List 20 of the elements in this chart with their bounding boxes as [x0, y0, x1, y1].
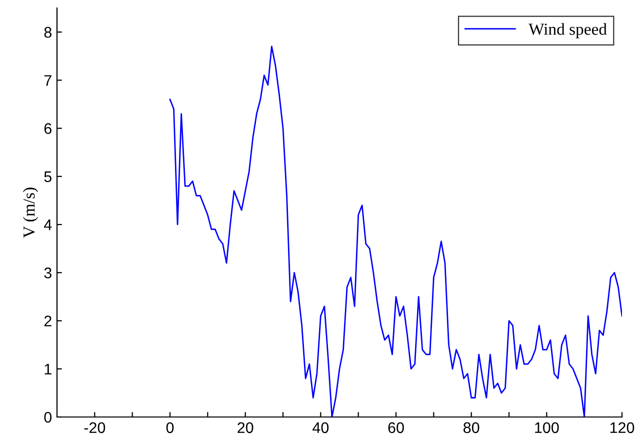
y-tick-label: 3: [44, 268, 52, 278]
x-tick-label: 80: [464, 422, 480, 434]
x-tick-label: 120: [610, 422, 634, 434]
y-tick-label: 5: [44, 171, 52, 182]
y-tick-label: 4: [44, 220, 52, 230]
y-tick-label: 0: [44, 412, 52, 423]
y-tick-label: 6: [44, 123, 52, 134]
y-tick-label: 1: [44, 364, 52, 374]
x-tick-label: 100: [535, 422, 559, 434]
y-tick-label: 8: [44, 26, 52, 38]
x-tick-label: 40: [312, 422, 329, 434]
x-tick-label: 0: [166, 422, 174, 434]
y-tick-label: 2: [44, 316, 52, 326]
y-tick-label: 7: [44, 75, 52, 86]
y-axis-title: V (m/s): [22, 188, 38, 238]
x-tick-label: -20: [84, 422, 106, 434]
x-tick-label: 20: [238, 422, 254, 434]
line-series: [169, 46, 622, 417]
x-tick-label: 60: [388, 422, 404, 434]
legend-label: Wind speed: [528, 23, 607, 38]
